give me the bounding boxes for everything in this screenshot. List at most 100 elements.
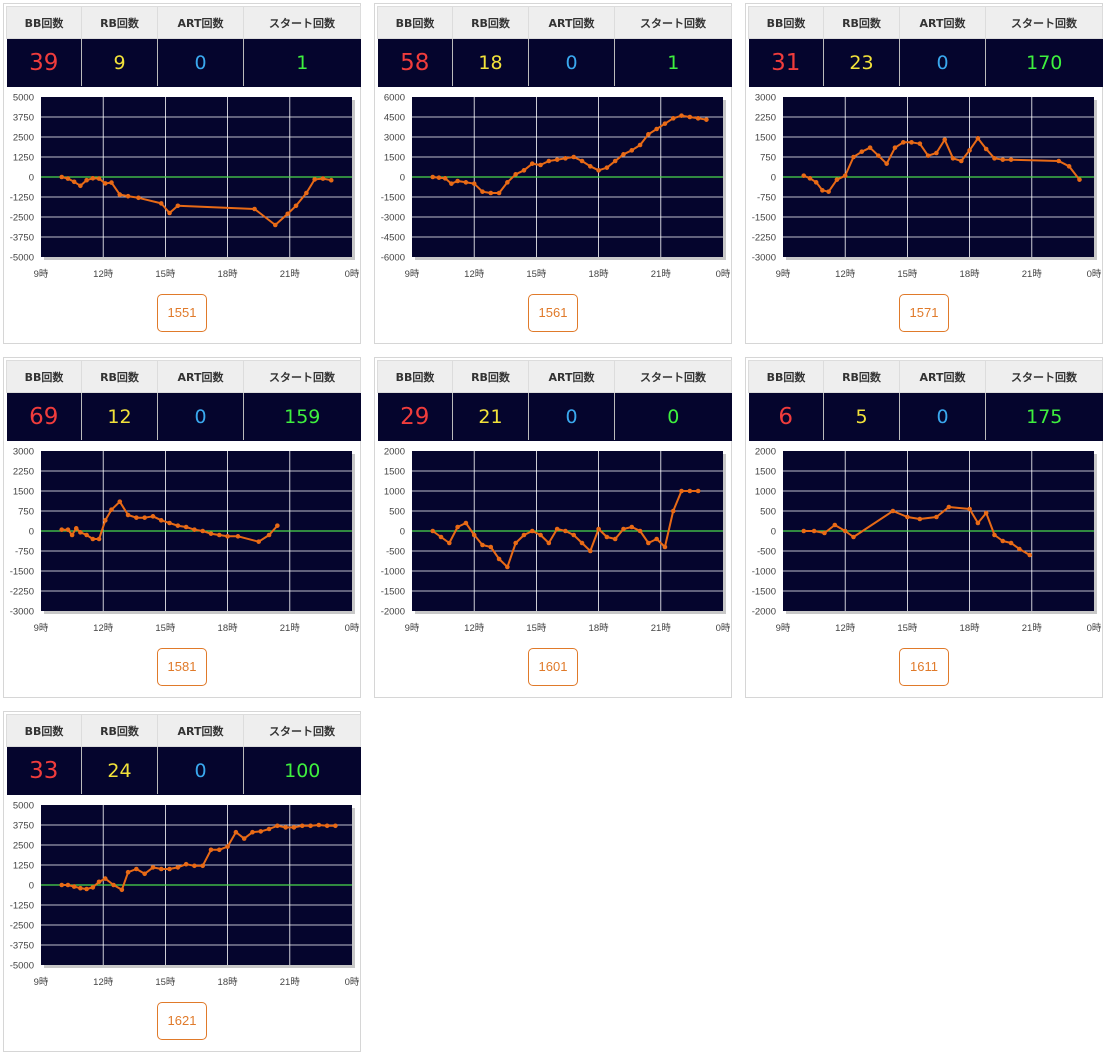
data-point <box>1008 540 1014 546</box>
x-tick-label: 21時 <box>1022 269 1043 280</box>
machine-button-1571[interactable]: 1571 <box>899 294 949 332</box>
value-start: 159 <box>243 392 361 441</box>
y-tick-label: 1250 <box>13 153 34 164</box>
data-point <box>102 876 108 881</box>
header-start: スタート回数 <box>985 6 1103 39</box>
machine-button-1621[interactable]: 1621 <box>157 1002 207 1040</box>
y-tick-label: -1500 <box>752 587 776 598</box>
header-bb: BB回数 <box>748 6 824 39</box>
data-point <box>687 114 693 120</box>
y-tick-label: -1500 <box>381 587 405 598</box>
y-tick-label: -3000 <box>381 213 405 224</box>
header-art: ART回数 <box>528 360 615 393</box>
y-tick-label: 2000 <box>755 447 776 458</box>
data-point <box>909 140 914 145</box>
value-art: 0 <box>528 392 615 441</box>
data-point <box>134 866 139 872</box>
data-point <box>695 116 701 121</box>
y-tick-label: -4500 <box>381 233 405 244</box>
x-tick-label: 9時 <box>34 977 49 988</box>
data-point <box>71 884 77 889</box>
y-tick-label: 5000 <box>13 93 34 104</box>
data-point <box>119 887 125 893</box>
data-point <box>983 510 989 516</box>
machine-button-1581[interactable]: 1581 <box>157 648 207 686</box>
value-bb: 31 <box>748 38 824 87</box>
data-point <box>150 865 156 870</box>
data-point <box>917 516 923 522</box>
data-point <box>1066 164 1072 169</box>
data-point <box>1027 552 1033 558</box>
data-point <box>480 189 485 194</box>
header-rb: RB回数 <box>452 360 529 393</box>
header-rb: RB回数 <box>823 360 900 393</box>
data-point <box>283 825 288 830</box>
value-rb: 9 <box>81 38 158 87</box>
y-tick-label: -5000 <box>10 253 34 264</box>
y-tick-label: -750 <box>15 547 34 558</box>
y-tick-label: 3000 <box>755 93 776 104</box>
data-point <box>637 142 643 148</box>
header-bb: BB回数 <box>6 714 82 747</box>
machine-button-1611[interactable]: 1611 <box>899 648 949 686</box>
data-point <box>299 823 305 829</box>
data-point <box>892 145 898 150</box>
data-point <box>471 181 477 186</box>
data-point <box>471 532 477 538</box>
y-tick-label: 5000 <box>13 801 34 812</box>
x-tick-label: 18時 <box>218 269 239 280</box>
data-point <box>175 865 181 870</box>
stats-table: BB回数 RB回数 ART回数 スタート回数 33 24 0 100 <box>6 714 361 795</box>
data-point <box>84 177 89 183</box>
header-start: スタート回数 <box>614 360 732 393</box>
data-point <box>571 154 577 160</box>
data-point <box>612 158 618 164</box>
data-point <box>621 152 626 157</box>
machine-button-1551[interactable]: 1551 <box>157 294 207 332</box>
x-tick-label: 9時 <box>405 269 420 280</box>
header-bb: BB回数 <box>6 6 82 39</box>
data-point <box>117 499 123 504</box>
data-point <box>488 190 494 196</box>
data-point <box>256 539 261 544</box>
data-point <box>125 193 131 199</box>
y-tick-label: -1500 <box>752 213 776 224</box>
header-art: ART回数 <box>157 714 244 747</box>
stats-table: BB回数 RB回数 ART回数 スタート回数 58 18 0 1 <box>377 6 732 87</box>
data-point <box>1077 177 1082 182</box>
header-start: スタート回数 <box>243 6 361 39</box>
data-point <box>217 847 222 853</box>
value-rb: 12 <box>81 392 158 441</box>
x-tick-label: 18時 <box>218 977 239 988</box>
value-art: 0 <box>899 38 986 87</box>
machine-button-1601[interactable]: 1601 <box>528 648 578 686</box>
header-rb: RB回数 <box>81 714 158 747</box>
data-point <box>513 172 518 177</box>
data-point <box>505 564 510 570</box>
header-art: ART回数 <box>528 6 615 39</box>
data-point <box>308 823 313 829</box>
data-point <box>546 540 552 546</box>
data-point <box>324 823 330 829</box>
data-point <box>436 175 442 180</box>
x-tick-label: 0時 <box>345 269 360 280</box>
machine-button-1561[interactable]: 1561 <box>528 294 578 332</box>
data-point <box>946 504 952 510</box>
data-point <box>150 514 156 519</box>
data-point <box>554 526 560 532</box>
data-point <box>78 885 83 891</box>
data-point <box>142 871 147 877</box>
data-point <box>447 540 452 546</box>
y-tick-label: 6000 <box>384 93 405 104</box>
data-point <box>563 528 568 534</box>
machine-card-1621: BB回数 RB回数 ART回数 スタート回数 33 24 0 100 5000 3750 2500 1… <box>3 711 361 1052</box>
x-tick-label: 0時 <box>716 623 731 634</box>
y-tick-label: 2500 <box>13 841 34 852</box>
y-tick-label: -2500 <box>10 921 34 932</box>
value-art: 0 <box>157 38 244 87</box>
data-point <box>167 210 172 216</box>
data-point <box>90 175 96 181</box>
data-point <box>158 518 164 523</box>
